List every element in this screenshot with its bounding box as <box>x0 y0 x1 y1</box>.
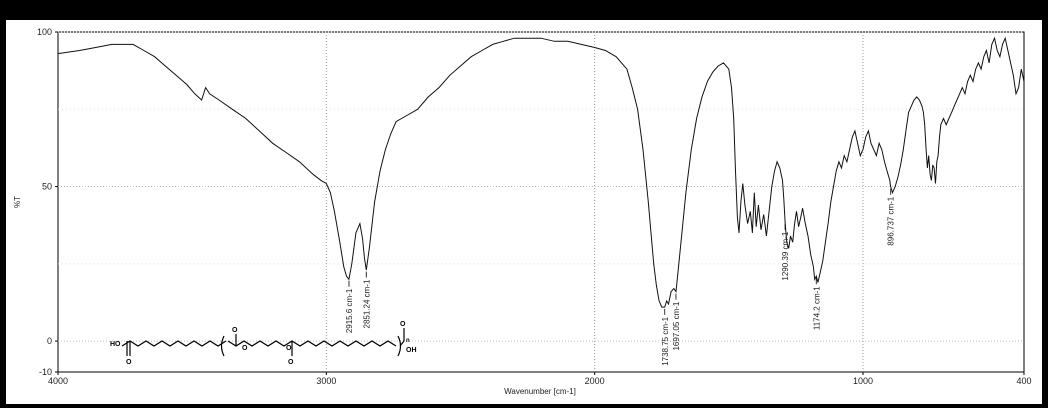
x-tick-label: 400 <box>1016 376 1031 386</box>
structure-chain-middle <box>227 340 397 347</box>
peak-labels: 2915.6 cm-1 2851.24 cm-1 1738.75 cm-1 1697.… <box>345 188 896 366</box>
grid-lines <box>58 31 1024 372</box>
chart-frame: 100 50 0 -10 4000 3000 2000 1000 400 2915.6 cm-… <box>6 20 1042 404</box>
structure-bond <box>399 340 405 347</box>
ir-spectrum-chart: 100 50 0 -10 4000 3000 2000 1000 400 2915.6 cm-… <box>13 27 1032 396</box>
peak-label: 1290.39 cm-1 <box>781 231 790 280</box>
structure-oxygen: O <box>242 345 248 352</box>
x-axis-ticks: 4000 3000 2000 1000 400 <box>48 372 1032 386</box>
plot-area <box>57 31 1025 373</box>
y-tick-label: -10 <box>39 367 52 377</box>
structure-hydroxyl-left: HO <box>110 341 121 348</box>
y-tick-label: 0 <box>47 336 52 346</box>
structure-oxygen: O <box>400 321 406 328</box>
structure-oxygen: O <box>286 345 292 352</box>
y-axis-ticks: 100 50 0 -10 <box>37 27 58 377</box>
peak-label: 1697.05 cm-1 <box>672 301 681 350</box>
x-tick-label: 1000 <box>853 376 873 386</box>
peak-label: 2851.24 cm-1 <box>362 279 371 328</box>
y-tick-label: 100 <box>37 27 52 37</box>
structure-chain-left <box>121 340 227 347</box>
peak-label: 1174.2 cm-1 <box>812 286 821 330</box>
structure-oxygen: O <box>288 359 294 366</box>
structure-oxygen: O <box>232 327 238 334</box>
x-tick-label: 3000 <box>316 376 336 386</box>
y-tick-label: 50 <box>42 182 52 192</box>
y-axis-label: %T <box>13 196 22 208</box>
transmittance-trace <box>57 36 1025 308</box>
x-tick-label: 4000 <box>48 376 68 386</box>
chemical-structure <box>121 328 405 357</box>
structure-oxygen: O <box>126 359 132 366</box>
structure-subscript: n <box>406 338 410 344</box>
peak-label: 2915.6 cm-1 <box>345 288 354 333</box>
x-axis-label: Wavenumber [cm-1] <box>504 387 576 396</box>
structure-hydroxyl-right: OH <box>406 347 417 354</box>
x-tick-label: 2000 <box>585 376 605 386</box>
peak-label: 1738.75 cm-1 <box>661 316 670 365</box>
peak-label: 896.737 cm-1 <box>887 196 896 245</box>
structure-bracket-left <box>220 335 225 357</box>
